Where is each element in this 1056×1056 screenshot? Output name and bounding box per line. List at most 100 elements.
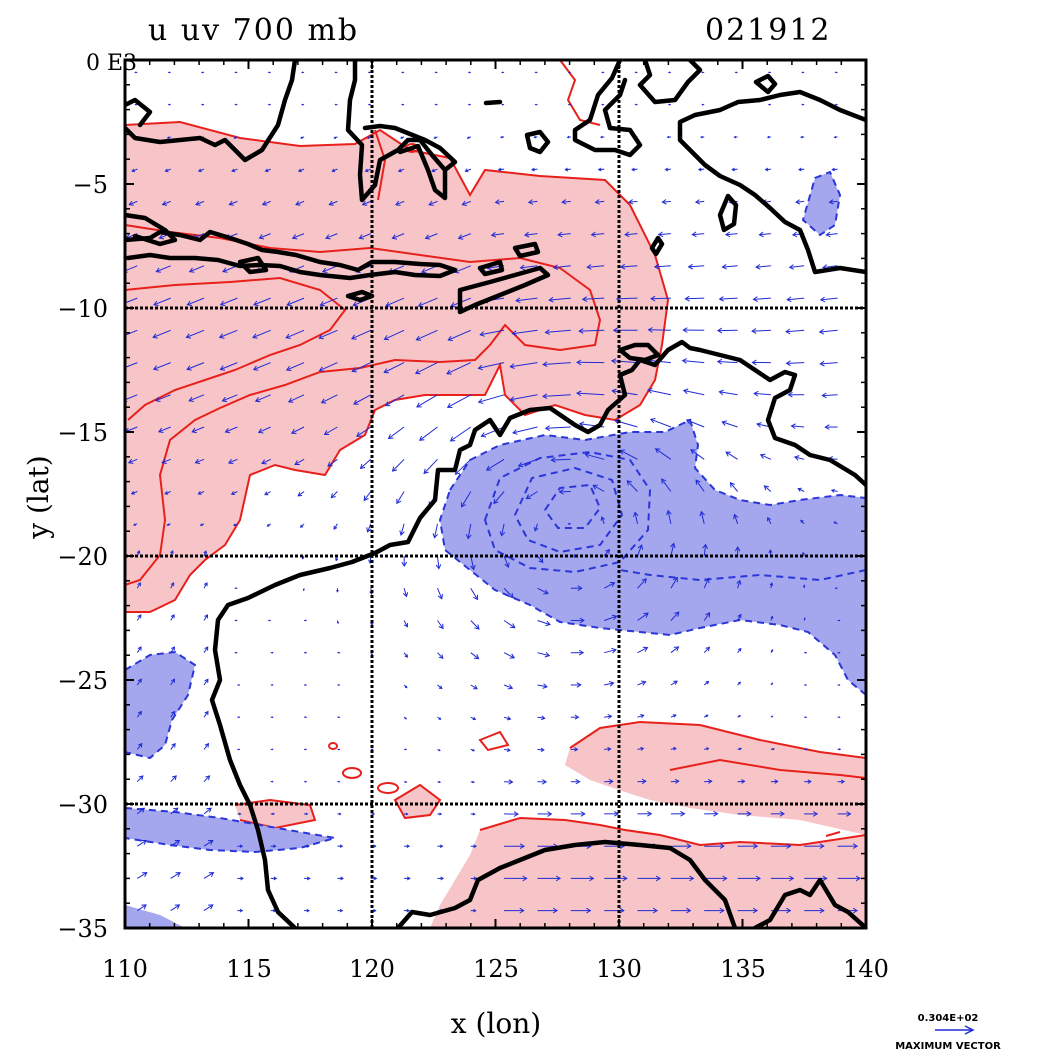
wind-vector bbox=[537, 684, 548, 688]
wind-vector-head bbox=[166, 523, 170, 526]
wind-vector bbox=[295, 200, 305, 206]
wind-vector bbox=[503, 555, 509, 568]
wind-vector-head bbox=[705, 646, 711, 652]
wind-vector-head bbox=[640, 746, 645, 751]
wind-vector-head bbox=[467, 103, 470, 106]
wind-vector-head bbox=[701, 71, 704, 74]
wind-vector bbox=[604, 748, 611, 750]
wind-vector bbox=[367, 523, 372, 532]
wind-vector-head bbox=[674, 778, 680, 784]
wind-vector bbox=[504, 748, 511, 751]
wind-vector bbox=[637, 647, 648, 654]
wind-vector-head bbox=[304, 619, 308, 622]
wind-vector bbox=[737, 614, 742, 621]
wind-vector bbox=[291, 426, 305, 434]
wind-vector bbox=[658, 233, 671, 236]
wind-vector bbox=[262, 200, 271, 206]
wind-vector-head bbox=[511, 330, 517, 336]
wind-vector bbox=[225, 426, 238, 433]
wind-vector-head bbox=[738, 715, 741, 718]
wind-vector-head bbox=[261, 200, 268, 206]
coastline-halmahera bbox=[572, 60, 643, 158]
corner-label: 0 E3 bbox=[86, 51, 137, 76]
wind-vector bbox=[534, 523, 538, 531]
wind-vector-head bbox=[500, 135, 503, 139]
wind-vector-head bbox=[197, 168, 202, 173]
wind-vector-head bbox=[404, 654, 408, 658]
wind-vector-head bbox=[403, 622, 409, 628]
wind-vector-head bbox=[601, 103, 604, 106]
wind-vector bbox=[692, 233, 705, 236]
wind-vector bbox=[258, 426, 271, 433]
vector-key: 0.304E+02 MAXIMUM VECTOR bbox=[895, 1013, 1001, 1052]
wind-vector-head bbox=[472, 748, 476, 752]
wind-vector bbox=[683, 390, 705, 396]
wind-vector-head bbox=[291, 234, 298, 240]
wind-vector bbox=[796, 200, 805, 203]
wind-vector-head bbox=[170, 646, 175, 651]
wind-vector bbox=[287, 297, 305, 306]
wind-vector bbox=[170, 775, 177, 783]
wind-vector-head bbox=[480, 432, 487, 438]
wind-vector-head bbox=[267, 619, 270, 622]
wind-vector-head bbox=[581, 296, 588, 302]
wind-vector bbox=[603, 582, 615, 589]
wind-vector bbox=[330, 491, 338, 499]
wind-vector bbox=[620, 265, 638, 268]
wind-vector-head bbox=[852, 907, 859, 914]
wind-vector-head bbox=[833, 521, 837, 525]
y-tick-label: −25 bbox=[57, 667, 108, 695]
x-tick-label: 130 bbox=[596, 955, 642, 983]
wind-vector bbox=[137, 839, 147, 847]
wind-vector-head bbox=[661, 478, 667, 484]
wind-vector-head bbox=[440, 876, 445, 881]
wind-vector-head bbox=[767, 516, 772, 522]
wind-vector bbox=[543, 362, 571, 365]
wind-vector bbox=[137, 872, 148, 879]
wind-vector-head bbox=[733, 135, 737, 139]
wind-vector-head bbox=[774, 779, 779, 784]
wind-vector bbox=[764, 485, 772, 492]
wind-vector-head bbox=[240, 876, 244, 881]
wind-vector bbox=[392, 458, 405, 472]
wind-vector bbox=[203, 807, 212, 815]
wind-vector bbox=[670, 646, 679, 654]
wind-vector-head bbox=[589, 875, 595, 882]
wind-vector bbox=[203, 743, 209, 750]
wind-vector-head bbox=[219, 365, 226, 371]
wind-vector-head bbox=[819, 360, 825, 367]
wind-vector bbox=[351, 329, 372, 340]
wind-vector-head bbox=[641, 778, 647, 785]
wind-vector bbox=[791, 425, 805, 428]
wind-vector bbox=[153, 297, 171, 306]
wind-vector bbox=[403, 620, 408, 628]
wind-vector-head bbox=[164, 168, 169, 173]
wind-vector-head bbox=[304, 683, 308, 686]
wind-vector-head bbox=[439, 844, 444, 849]
wind-vector-head bbox=[228, 200, 234, 206]
wind-vector-head bbox=[137, 582, 141, 587]
wind-vector bbox=[551, 458, 571, 461]
wind-vector-head bbox=[367, 103, 370, 106]
wind-vector-head bbox=[438, 717, 442, 720]
wind-vector-head bbox=[531, 167, 535, 172]
wind-vector-head bbox=[432, 533, 439, 539]
wind-vector bbox=[152, 329, 171, 338]
vector-key-label: MAXIMUM VECTOR bbox=[895, 1041, 1001, 1052]
wind-vector-head bbox=[153, 300, 159, 306]
wind-vector bbox=[648, 329, 671, 331]
wind-vector bbox=[418, 297, 438, 307]
wind-vector bbox=[155, 394, 171, 402]
wind-vector bbox=[537, 587, 549, 595]
wind-vector bbox=[396, 491, 405, 504]
wind-vector-head bbox=[373, 844, 377, 848]
wind-vector bbox=[203, 904, 214, 912]
wind-vector bbox=[670, 680, 678, 686]
wind-vector-head bbox=[670, 542, 676, 549]
wind-vector-head bbox=[738, 681, 741, 685]
wind-vector-head bbox=[840, 779, 846, 784]
wind-vector bbox=[495, 200, 505, 203]
wind-vector-head bbox=[171, 678, 176, 683]
wind-vector bbox=[203, 711, 209, 718]
